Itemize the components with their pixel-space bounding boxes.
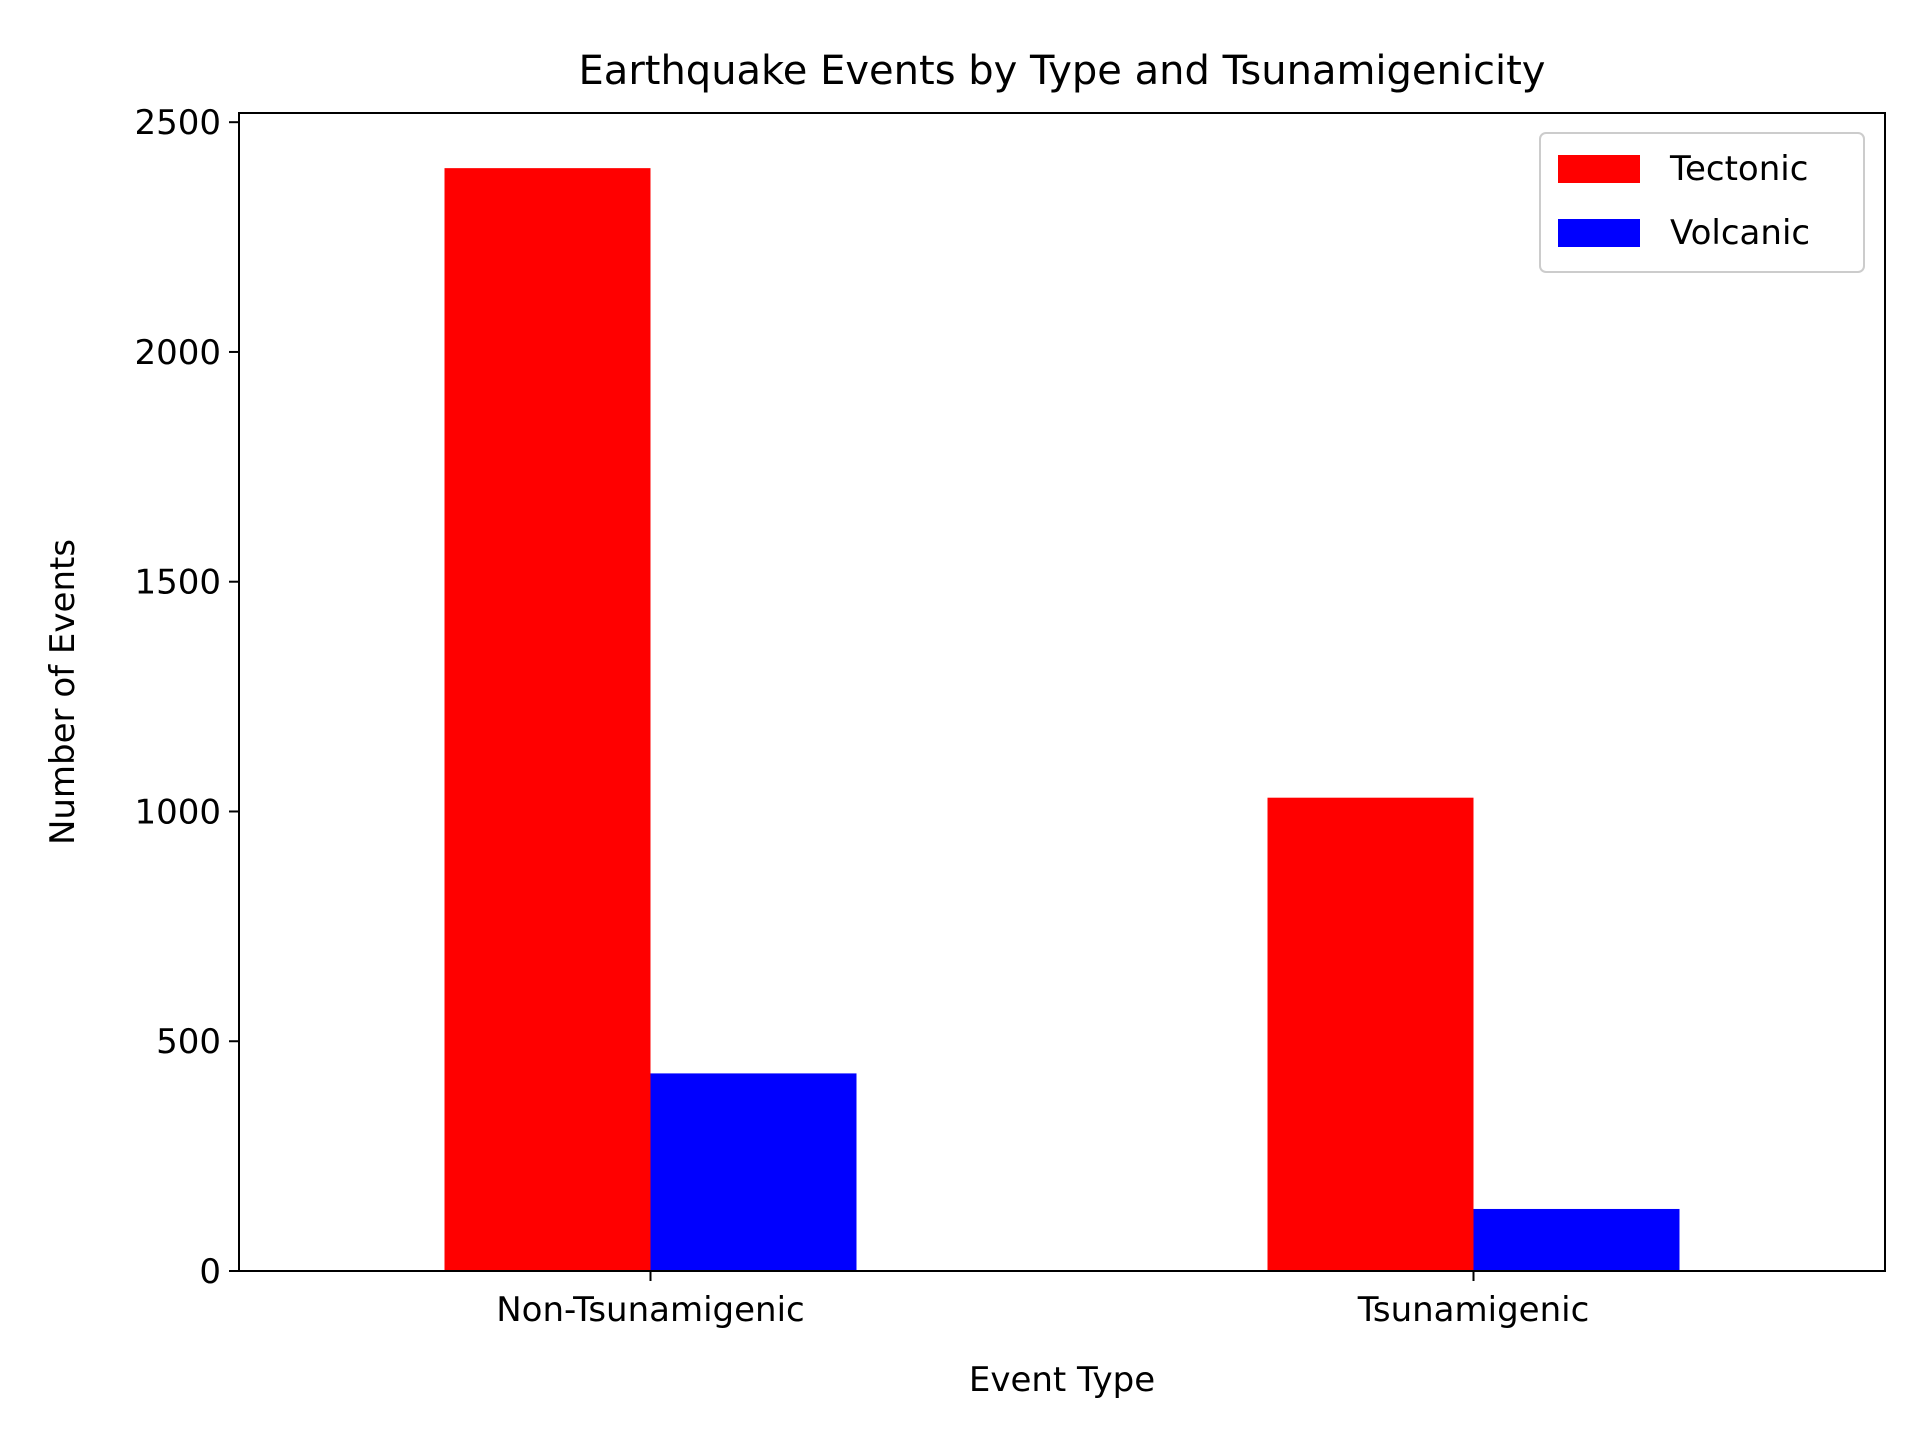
y-tick-label: 0: [199, 1252, 221, 1292]
x-tick-label: Tsunamigenic: [1357, 1290, 1590, 1330]
legend-swatch-tectonic: [1558, 155, 1640, 183]
legend-items: Tectonic Volcanic: [1558, 149, 1810, 253]
bars-layer: [444, 168, 1680, 1272]
plot-frame: [238, 112, 1886, 1272]
bar-tectonic-non-tsunamigenic: [444, 168, 651, 1272]
bar-volcanic-tsunamigenic: [1473, 1208, 1680, 1271]
x-axis: Non-Tsunamigenic Tsunamigenic: [496, 1271, 1589, 1330]
x-axis-label: Event Type: [969, 1360, 1155, 1400]
y-axis-label: Number of Events: [43, 539, 83, 845]
x-tick-label: Non-Tsunamigenic: [496, 1290, 804, 1330]
y-tick-label: 2000: [134, 333, 221, 373]
y-tick-label: 1000: [134, 792, 221, 832]
y-tick-label: 2500: [134, 103, 221, 143]
legend-swatch-volcanic: [1558, 219, 1640, 247]
bar-tectonic-tsunamigenic: [1267, 797, 1474, 1271]
y-tick-label: 1500: [134, 563, 221, 603]
y-axis: 0 500 1000 1500 2000 2500: [134, 103, 239, 1292]
legend-label-volcanic: Volcanic: [1670, 213, 1810, 253]
chart-title: Earthquake Events by Type and Tsunamigen…: [579, 48, 1546, 94]
legend: Tectonic Volcanic: [1539, 132, 1865, 273]
legend-label-tectonic: Tectonic: [1669, 149, 1808, 189]
y-tick-label: 500: [156, 1022, 221, 1062]
bar-volcanic-non-tsunamigenic: [650, 1073, 857, 1271]
